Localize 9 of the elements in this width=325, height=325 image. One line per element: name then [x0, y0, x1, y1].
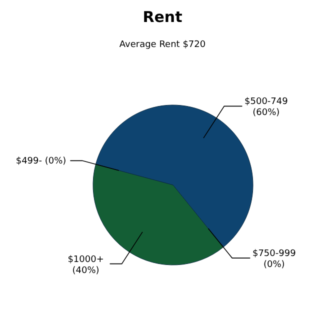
chart-title: Rent [142, 8, 184, 26]
slice-label: $500-749 [244, 97, 288, 108]
data-label: (40%) [72, 266, 100, 276]
slice-label: $1000+ [68, 254, 104, 265]
category-label: $499- (0%) [16, 156, 66, 167]
text: (0%) [264, 260, 285, 270]
category-label: $750-999 [252, 249, 296, 260]
chart-subtitle: Average Rent $720 [118, 40, 207, 50]
data-label: (60%) [252, 108, 280, 118]
